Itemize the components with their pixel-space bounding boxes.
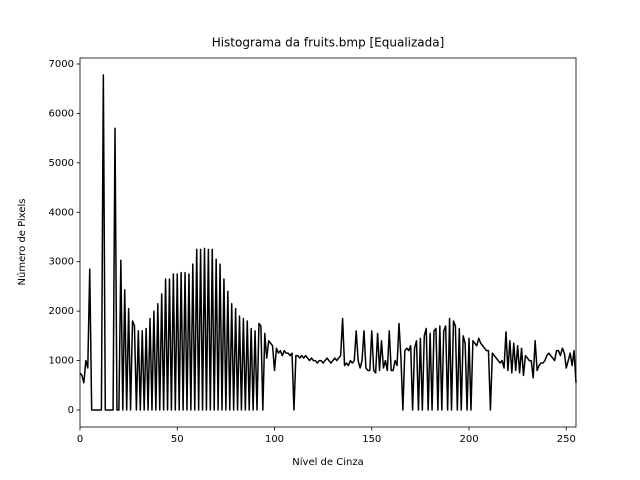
x-axis-label: Nível de Cinza xyxy=(292,456,363,468)
y-tick-label: 2000 xyxy=(49,306,74,317)
plot-frame xyxy=(79,57,577,428)
x-tick-label: 150 xyxy=(362,434,381,445)
y-tick-label: 1000 xyxy=(49,356,74,367)
x-tick-label: 100 xyxy=(265,434,284,445)
y-tick-label: 0 xyxy=(68,405,74,416)
x-tick-label: 250 xyxy=(557,434,576,445)
data-line xyxy=(79,74,577,411)
x-tick-label: 50 xyxy=(171,434,184,445)
y-tick-label: 6000 xyxy=(49,108,74,119)
x-tick-label: 200 xyxy=(459,434,478,445)
y-tick-label: 3000 xyxy=(49,257,74,268)
y-tick-label: 4000 xyxy=(49,207,74,218)
x-tick-label: 0 xyxy=(77,434,83,445)
y-tick-label: 5000 xyxy=(49,158,74,169)
y-axis-label: Número de Pixels xyxy=(16,199,28,286)
chart-title: Histograma da fruits.bmp [Equalizada] xyxy=(212,36,445,50)
y-tick-label: 7000 xyxy=(49,59,74,70)
